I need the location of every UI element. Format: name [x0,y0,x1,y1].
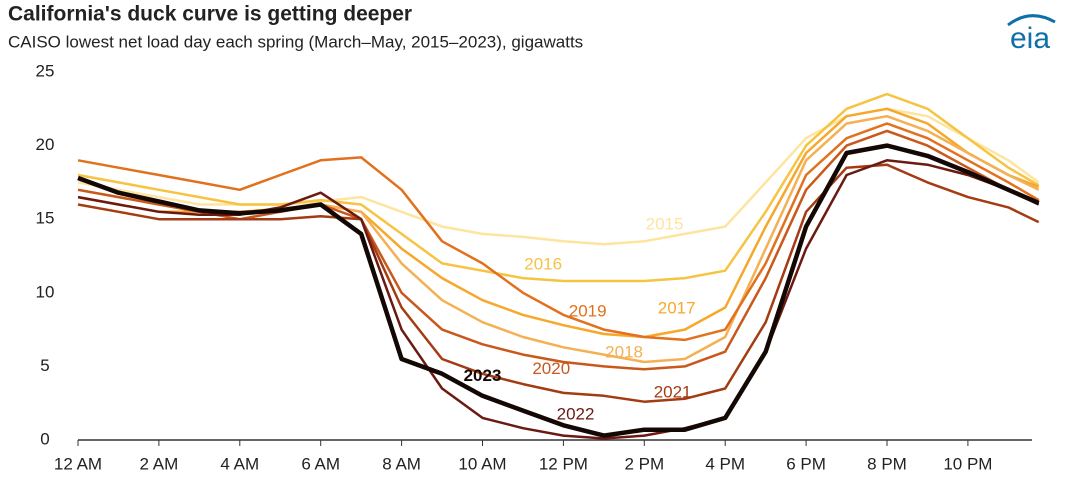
x-tick-label: 10 PM [943,454,992,473]
series-line [77,92,1040,283]
series-label: 2018 [605,343,643,362]
series-label: 2020 [532,359,570,378]
x-tick-label: 12 PM [539,454,588,473]
y-tick-label: 0 [40,429,49,448]
x-tick-label: 2 PM [624,454,664,473]
x-tick-label: 12 AM [54,454,102,473]
series-line [77,163,1040,403]
x-tick-label: 6 AM [301,454,340,473]
x-tick-label: 2 AM [140,454,179,473]
x-tick-label: 8 AM [382,454,421,473]
y-tick-label: 15 [36,209,55,228]
x-tick-label: 10 AM [458,454,506,473]
y-tick-label: 10 [36,282,55,301]
y-tick-label: 5 [40,356,49,375]
y-tick-label: 25 [36,61,55,80]
series-label: 2016 [524,254,562,273]
series-label: 2021 [654,382,692,401]
x-tick-label: 8 PM [867,454,907,473]
series-label: 2019 [569,301,607,320]
y-tick-label: 20 [36,135,55,154]
chart-subtitle: CAISO lowest net load day each spring (M… [8,32,583,51]
logo-swoosh [1007,14,1056,27]
series-label: 2022 [557,404,595,423]
series-line [77,107,1040,339]
x-tick-label: 4 AM [220,454,259,473]
x-tick-label: 4 PM [705,454,745,473]
series-label: 2015 [646,215,684,234]
logo: eia [1010,22,1050,55]
x-tick-label: 6 PM [786,454,826,473]
series-line [77,143,1040,438]
series-label: 2017 [658,298,696,317]
series-line [77,107,1040,246]
series-line [77,122,1040,342]
series-label: 2023 [464,366,502,385]
chart-title: California's duck curve is getting deepe… [8,3,412,26]
